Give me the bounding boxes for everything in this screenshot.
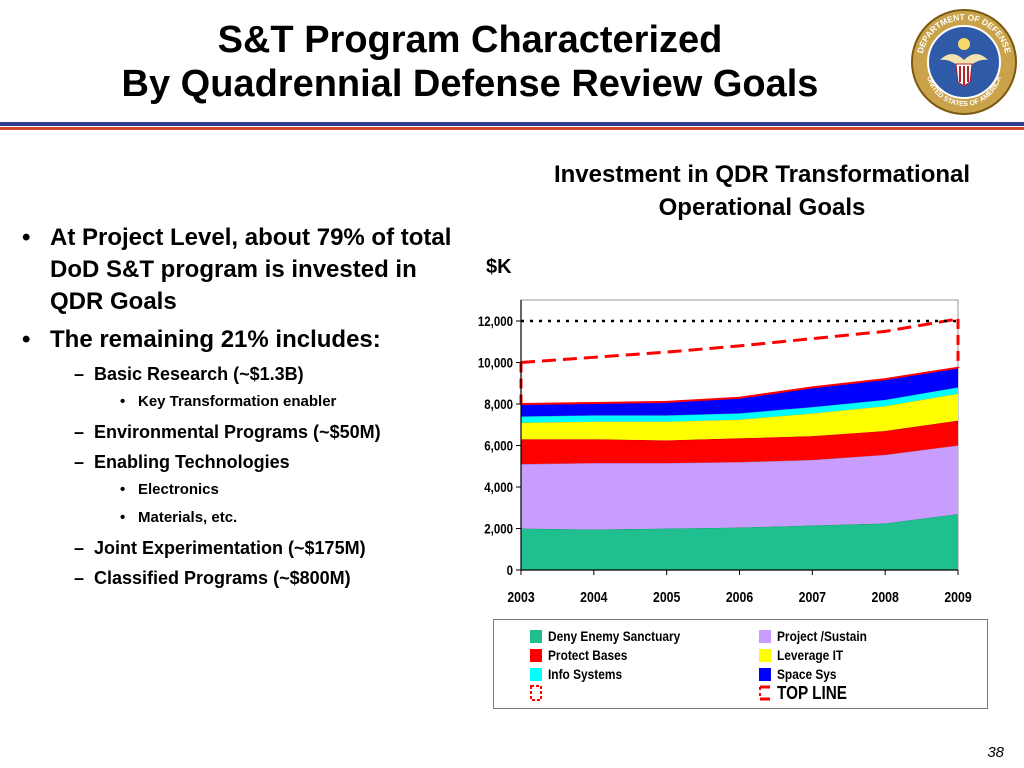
slide-title-line1: S&T Program Characterized xyxy=(217,19,723,61)
area-series-info-systems xyxy=(521,387,958,423)
sub-bullet-basic-research: Basic Research (~$1.3B) xyxy=(18,362,458,386)
area-series-deny-enemy-sanctuary xyxy=(521,513,958,570)
legend-label: Protect Bases xyxy=(548,647,628,663)
page-number: 38 xyxy=(987,744,1004,761)
sub-sub-bullet-key-transformation: Key Transformation enabler xyxy=(18,392,458,412)
sub-sub-bullet-materials: Materials, etc. xyxy=(18,508,458,528)
header-rule-red xyxy=(0,127,1024,130)
bullet-qdr-share: At Project Level, about 79% of total DoD… xyxy=(18,222,458,318)
y-tick-label: 6,000 xyxy=(484,437,513,453)
x-tick-label: 2009 xyxy=(944,589,972,605)
qdr-investment-chart: 0 2,000 4,000 6,000 8,000 10,000 12,000 2003 200… xyxy=(478,299,972,605)
sub-bullet-enabling: Enabling Technologies xyxy=(18,450,458,474)
legend-dotted-swatch-icon xyxy=(530,685,542,701)
x-tick-label: 2008 xyxy=(871,589,899,605)
area-series-space-sys xyxy=(521,367,958,417)
legend-label: Deny Enemy Sanctuary xyxy=(548,628,681,644)
legend-swatch xyxy=(530,668,542,681)
y-tick-label: 10,000 xyxy=(478,354,513,370)
y-tick-label: 0 xyxy=(507,562,513,578)
legend-swatch xyxy=(759,668,771,681)
y-tick-label: 4,000 xyxy=(484,479,513,495)
legend-label: Project /Sustain xyxy=(777,628,867,644)
y-tick-label: 8,000 xyxy=(484,396,513,412)
area-edge-space-sys xyxy=(520,366,959,405)
legend-swatch xyxy=(759,649,771,662)
legend-label: Space Sys xyxy=(777,666,837,682)
legend-label: TOP LINE xyxy=(777,683,848,703)
legend-swatch xyxy=(530,630,542,643)
legend-swatch xyxy=(530,649,542,662)
legend-swatch xyxy=(759,630,771,643)
bullet-list: At Project Level, about 79% of total DoD… xyxy=(18,222,458,596)
x-tick-label: 2005 xyxy=(653,589,681,605)
legend-label: Info Systems xyxy=(548,666,623,682)
y-axis-unit-label: $K xyxy=(486,256,512,278)
legend-dashed-swatch-icon xyxy=(759,685,770,701)
y-tick-label: 12,000 xyxy=(478,313,513,329)
area-series-project-sustain xyxy=(521,445,958,530)
sub-sub-bullet-electronics: Electronics xyxy=(18,480,458,500)
dod-seal-icon: DEPARTMENT OF DEFENSE UNITED STATES OF A… xyxy=(911,9,1017,115)
line-top-line xyxy=(520,317,959,364)
sub-bullet-classified: Classified Programs (~$800M) xyxy=(18,566,458,590)
sub-bullet-environmental: Environmental Programs (~$50M) xyxy=(18,420,458,444)
chart-legend: Deny Enemy Sanctuary Protect Bases Info … xyxy=(493,619,988,709)
area-series-leverage-it xyxy=(521,393,958,441)
x-tick-label: 2004 xyxy=(580,589,608,605)
area-series-protect-bases xyxy=(521,420,958,465)
x-tick-label: 2007 xyxy=(799,589,827,605)
slide-title: S&T Program Characterized By Quadrennial… xyxy=(0,18,940,106)
bullet-remaining: The remaining 21% includes: xyxy=(18,324,458,356)
slide-title-line2: By Quadrennial Defense Review Goals xyxy=(121,63,819,105)
y-tick-label: 2,000 xyxy=(484,520,513,536)
x-tick-label: 2003 xyxy=(507,589,535,605)
legend-label: Leverage IT xyxy=(777,647,844,663)
chart-title: Investment in QDR Transformational Opera… xyxy=(553,161,971,221)
x-tick-label: 2006 xyxy=(726,589,754,605)
sub-bullet-joint-experimentation: Joint Experimentation (~$175M) xyxy=(18,536,458,560)
header-rule-blue xyxy=(0,122,1024,126)
